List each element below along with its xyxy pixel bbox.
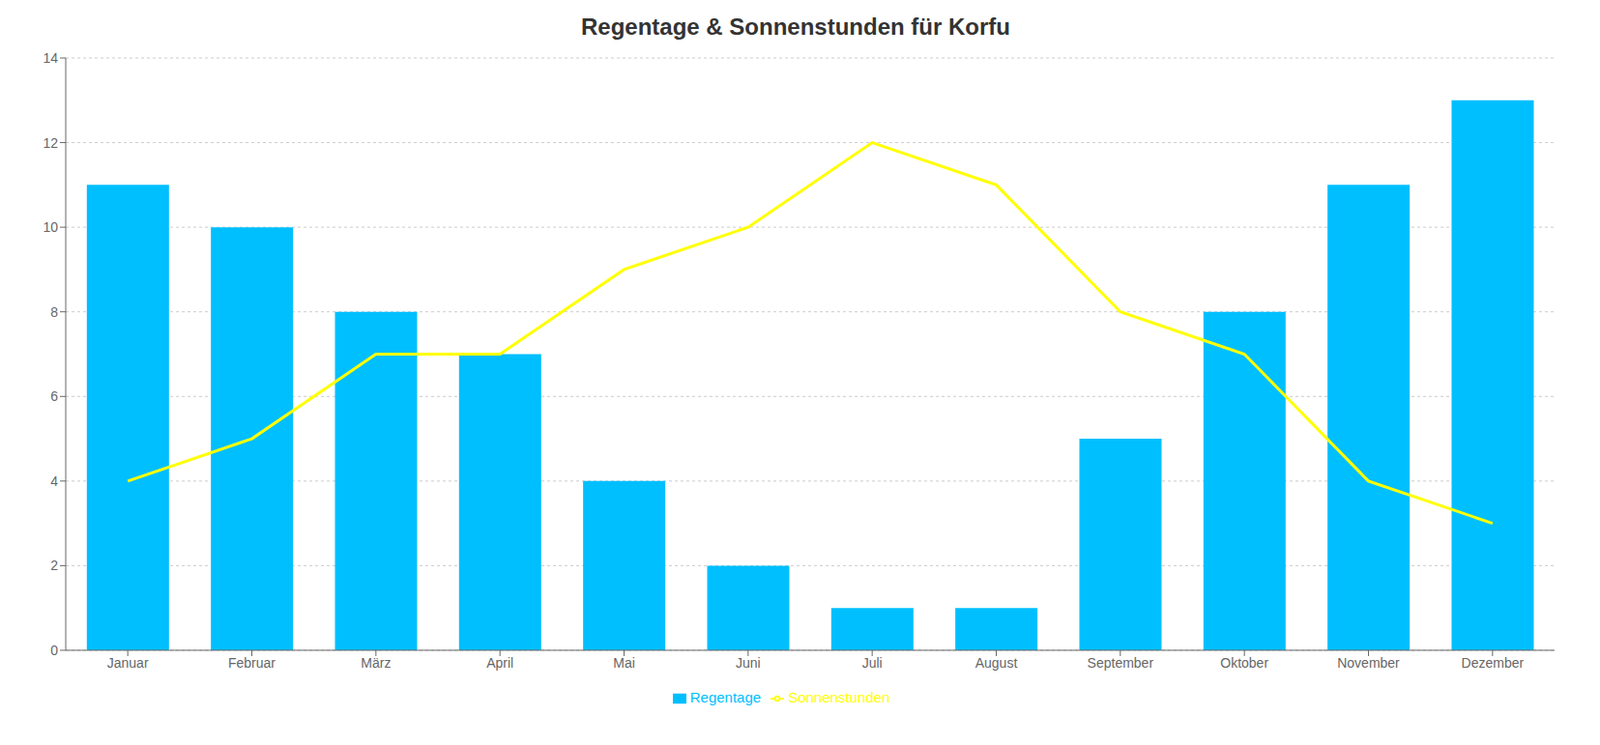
svg-text:Mai: Mai	[612, 655, 636, 671]
svg-text:Juli: Juli	[862, 655, 883, 671]
html-text:Regentage: Regentage	[689, 689, 761, 706]
svg-text:12: 12	[42, 135, 59, 151]
svg-text:Januar: Januar	[107, 655, 149, 671]
svg-text:4: 4	[50, 473, 59, 490]
svg-text:14: 14	[42, 50, 59, 66]
html-text:Regentage & Sonnenstunden für: Regentage & Sonnenstunden für Korfu	[581, 13, 1011, 40]
svg-text:8: 8	[50, 304, 59, 320]
svg-text:6: 6	[50, 388, 59, 405]
svg-text:August: August	[975, 655, 1019, 671]
svg-text:Dezember: Dezember	[1461, 655, 1525, 671]
html-text:Sonnenstunden: Sonnenstunden	[788, 689, 890, 706]
svg-text:0: 0	[50, 642, 59, 659]
svg-text:März: März	[360, 655, 391, 671]
svg-text:Juni: Juni	[735, 655, 761, 671]
svg-text:November: November	[1337, 655, 1400, 671]
svg-text:10: 10	[42, 219, 59, 235]
svg-text:2: 2	[50, 557, 59, 574]
svg-text:April: April	[486, 655, 514, 671]
svg-text:September: September	[1087, 655, 1155, 671]
svg-text:Februar: Februar	[228, 655, 276, 671]
svg-text:Oktober: Oktober	[1220, 655, 1269, 671]
